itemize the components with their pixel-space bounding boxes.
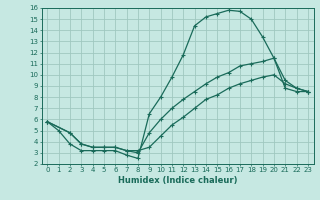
X-axis label: Humidex (Indice chaleur): Humidex (Indice chaleur): [118, 176, 237, 185]
